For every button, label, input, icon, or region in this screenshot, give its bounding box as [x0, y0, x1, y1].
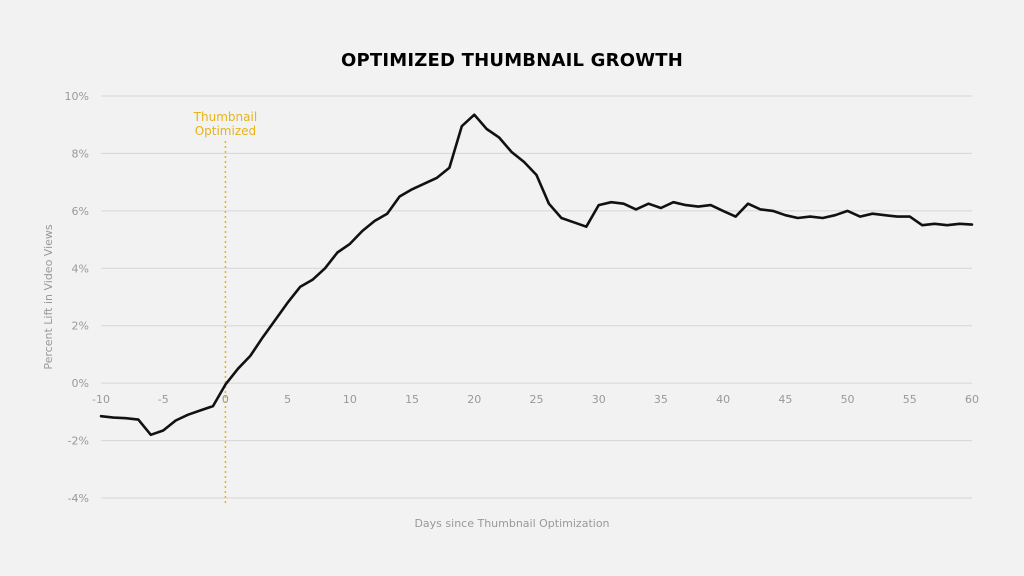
y-tick-label: 10% — [65, 90, 89, 103]
chart-title: OPTIMIZED THUMBNAIL GROWTH — [341, 50, 683, 71]
x-tick-label: -5 — [158, 393, 169, 406]
x-tick-label: 5 — [284, 393, 291, 406]
y-tick-label: 6% — [72, 205, 89, 218]
y-tick-label: 2% — [72, 320, 89, 333]
x-tick-label: 20 — [467, 393, 481, 406]
y-tick-label: 8% — [72, 147, 89, 160]
x-tick-label: 55 — [903, 393, 917, 406]
y-tick-label: -4% — [68, 492, 89, 505]
x-tick-label: 25 — [530, 393, 544, 406]
x-axis-label: Days since Thumbnail Optimization — [414, 517, 609, 530]
annotation-label-line2: Optimized — [195, 124, 256, 138]
y-tick-label: 0% — [72, 377, 89, 390]
x-tick-label: -10 — [92, 393, 110, 406]
y-tick-label: 4% — [72, 262, 89, 275]
x-tick-label: 50 — [841, 393, 855, 406]
x-tick-label: 10 — [343, 393, 357, 406]
x-tick-label: 15 — [405, 393, 419, 406]
x-tick-label: 0 — [222, 393, 229, 406]
annotation-label-line1: Thumbnail — [193, 110, 257, 124]
x-tick-label: 30 — [592, 393, 606, 406]
x-tick-label: 40 — [716, 393, 730, 406]
series-line — [99, 113, 974, 437]
x-tick-label: 35 — [654, 393, 668, 406]
grid-lines — [101, 95, 972, 499]
x-tick-label: 60 — [965, 393, 979, 406]
x-axis-ticks: -10 -5 0 5 10 15 20 25 30 35 40 45 50 55 60 — [92, 393, 979, 406]
y-axis-label: Percent Lift in Video Views — [42, 224, 55, 370]
y-axis-ticks: 10% 8% 6% 4% 2% 0% -2% -4% — [65, 90, 89, 505]
x-tick-label: 45 — [778, 393, 792, 406]
annotation: Thumbnail Optimized — [193, 110, 257, 504]
series-layer — [99, 113, 974, 437]
y-tick-label: -2% — [68, 435, 89, 448]
